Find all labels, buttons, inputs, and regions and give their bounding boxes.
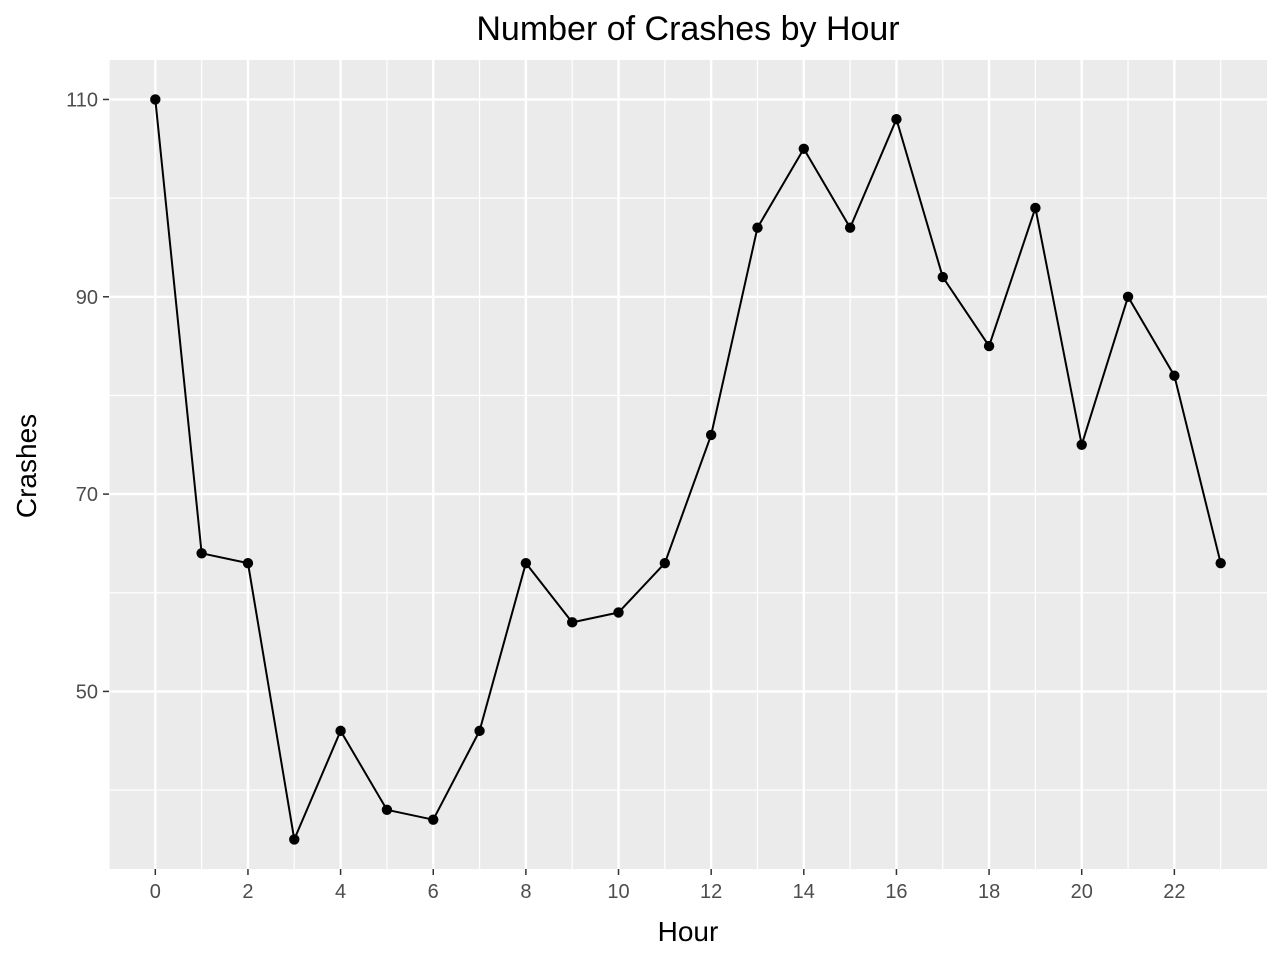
x-tick-label: 18 <box>978 881 1000 903</box>
data-point <box>242 557 254 569</box>
data-point <box>1122 291 1134 302</box>
y-axis-ticks: 50 70 90 110 <box>66 89 109 703</box>
x-axis-ticks: 0 2 4 6 8 10 12 14 16 18 20 22 <box>150 869 1185 903</box>
x-tick-label: 2 <box>242 881 253 903</box>
data-point <box>1076 439 1087 450</box>
data-point <box>705 429 717 441</box>
x-tick-label: 0 <box>150 881 161 903</box>
x-tick-label: 4 <box>335 881 346 903</box>
plot-panel <box>109 60 1267 869</box>
y-tick-label: 70 <box>76 484 98 506</box>
data-point <box>289 834 300 845</box>
data-point <box>752 222 763 233</box>
data-point <box>335 725 346 737</box>
data-point <box>381 804 393 816</box>
x-axis-title: Hour <box>658 916 719 947</box>
x-tick-label: 8 <box>520 881 531 903</box>
data-point <box>659 557 671 569</box>
data-point <box>937 271 948 283</box>
chart-title: Number of Crashes by Hour <box>476 10 899 48</box>
x-tick-label: 10 <box>607 881 629 903</box>
x-tick-label: 22 <box>1163 881 1185 903</box>
x-tick-label: 16 <box>885 881 907 903</box>
x-tick-label: 20 <box>1071 881 1093 903</box>
data-point <box>798 143 809 154</box>
data-point <box>567 617 578 628</box>
data-point <box>891 113 902 125</box>
x-tick-label: 6 <box>428 881 439 903</box>
x-tick-label: 12 <box>700 881 722 903</box>
minor-gridlines <box>108 60 1267 869</box>
y-tick-label: 110 <box>66 89 98 111</box>
x-tick-label: 14 <box>793 881 815 903</box>
data-point <box>983 340 995 352</box>
y-tick-label: 90 <box>76 287 98 309</box>
series-line <box>154 99 1222 841</box>
data-point <box>520 557 532 569</box>
data-point <box>428 814 439 825</box>
data-point <box>474 725 485 737</box>
data-point <box>150 94 161 105</box>
y-axis-title: Crashes <box>11 414 42 518</box>
major-gridlines <box>109 60 1267 869</box>
data-point <box>844 222 856 233</box>
data-point <box>1169 370 1180 381</box>
series-group <box>150 94 1226 845</box>
y-tick-label: 50 <box>76 681 98 703</box>
data-point <box>196 548 207 559</box>
data-point <box>1030 202 1041 214</box>
data-point <box>613 607 624 618</box>
data-point <box>1215 557 1226 569</box>
